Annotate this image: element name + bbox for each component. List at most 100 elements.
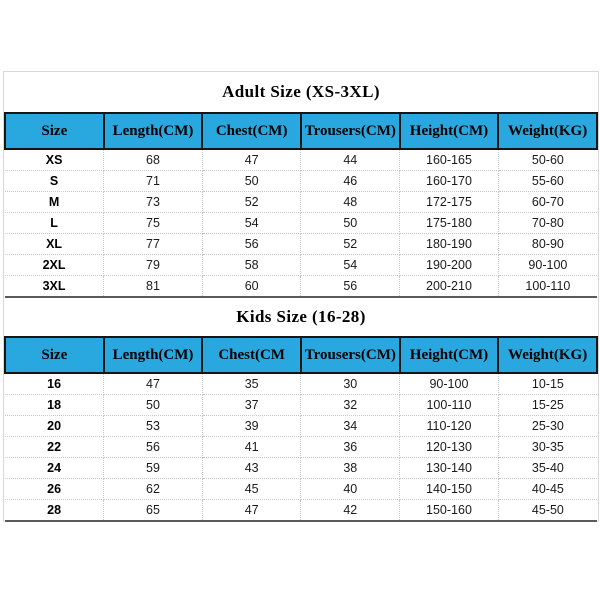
measurement-cell: 56 <box>300 275 401 298</box>
measurement-cell: 32 <box>300 394 401 416</box>
measurement-cell: 45-50 <box>498 499 597 522</box>
size-label-cell: 18 <box>5 394 105 416</box>
measurement-cell: 75 <box>103 212 203 234</box>
size-label-cell: XS <box>5 149 105 171</box>
measurement-cell: 15-25 <box>498 394 597 416</box>
measurement-cell: 79 <box>103 254 203 276</box>
measurement-cell: 60 <box>202 275 302 298</box>
column-header: Size <box>4 336 105 374</box>
size-row: 24 59 43 38 130-140 35-40 <box>5 457 597 479</box>
column-header: Trousers(CM) <box>299 336 401 374</box>
size-label-cell: 16 <box>5 373 105 395</box>
size-label-cell: 22 <box>5 436 105 458</box>
measurement-cell: 42 <box>300 499 401 522</box>
column-header: Weight(KG) <box>497 336 598 374</box>
size-label-cell: L <box>5 212 105 234</box>
measurement-cell: 160-170 <box>399 170 499 192</box>
measurement-cell: 110-120 <box>399 415 499 437</box>
measurement-cell: 41 <box>202 436 302 458</box>
size-row: M 73 52 48 172-175 60-70 <box>5 191 597 213</box>
measurement-cell: 40-45 <box>498 478 597 500</box>
measurement-cell: 50-60 <box>498 149 597 171</box>
measurement-cell: 37 <box>202 394 302 416</box>
measurement-cell: 130-140 <box>399 457 499 479</box>
size-label-cell: 20 <box>5 415 105 437</box>
measurement-cell: 180-190 <box>399 233 499 255</box>
measurement-cell: 35 <box>202 373 302 395</box>
measurement-cell: 30-35 <box>498 436 597 458</box>
adult-size-section: Adult Size (XS-3XL) Size Length(CM) Chest(… <box>4 72 598 298</box>
measurement-cell: 160-165 <box>399 149 499 171</box>
measurement-cell: 90-100 <box>498 254 597 276</box>
measurement-cell: 81 <box>103 275 203 298</box>
column-header: Size <box>4 112 105 150</box>
measurement-cell: 52 <box>300 233 401 255</box>
measurement-cell: 70-80 <box>498 212 597 234</box>
size-label-cell: XL <box>5 233 105 255</box>
measurement-cell: 56 <box>103 436 203 458</box>
measurement-cell: 46 <box>300 170 401 192</box>
measurement-cell: 36 <box>300 436 401 458</box>
size-row: 3XL 81 60 56 200-210 100-110 <box>5 275 597 298</box>
measurement-cell: 47 <box>202 149 302 171</box>
size-chart-sheet: Adult Size (XS-3XL) Size Length(CM) Chest(… <box>3 71 599 522</box>
measurement-cell: 80-90 <box>498 233 597 255</box>
measurement-cell: 68 <box>103 149 203 171</box>
measurement-cell: 53 <box>103 415 203 437</box>
measurement-cell: 100-110 <box>498 275 597 298</box>
size-label-cell: 28 <box>5 499 105 522</box>
measurement-cell: 52 <box>202 191 302 213</box>
adult-size-table: Size Length(CM) Chest(CM) Trousers(CM) Heigh… <box>4 112 598 298</box>
column-header: Height(CM) <box>398 336 500 374</box>
size-row: 18 50 37 32 100-110 15-25 <box>5 394 597 416</box>
size-label-cell: 3XL <box>5 275 105 298</box>
size-row: 16 47 35 30 90-100 10-15 <box>5 373 597 395</box>
measurement-cell: 190-200 <box>399 254 499 276</box>
size-label-cell: 24 <box>5 457 105 479</box>
size-row: L 75 54 50 175-180 70-80 <box>5 212 597 234</box>
measurement-cell: 59 <box>103 457 203 479</box>
size-row: S 71 50 46 160-170 55-60 <box>5 170 597 192</box>
measurement-cell: 35-40 <box>498 457 597 479</box>
measurement-cell: 71 <box>103 170 203 192</box>
column-header: Chest(CM) <box>201 112 302 150</box>
measurement-cell: 38 <box>300 457 401 479</box>
kids-section-title: Kids Size (16-28) <box>4 298 598 336</box>
size-label-cell: M <box>5 191 105 213</box>
measurement-cell: 25-30 <box>498 415 597 437</box>
column-header: Height(CM) <box>398 112 500 150</box>
measurement-cell: 73 <box>103 191 203 213</box>
size-row: 20 53 39 34 110-120 25-30 <box>5 415 597 437</box>
size-row: XS 68 47 44 160-165 50-60 <box>5 149 597 171</box>
measurement-cell: 90-100 <box>399 373 499 395</box>
measurement-cell: 56 <box>202 233 302 255</box>
size-row: 28 65 47 42 150-160 45-50 <box>5 499 597 522</box>
column-header: Chest(CM <box>201 336 302 374</box>
measurement-cell: 30 <box>300 373 401 395</box>
measurement-cell: 77 <box>103 233 203 255</box>
measurement-cell: 58 <box>202 254 302 276</box>
column-header: Weight(KG) <box>497 112 598 150</box>
size-label-cell: 2XL <box>5 254 105 276</box>
measurement-cell: 43 <box>202 457 302 479</box>
column-header: Length(CM) <box>102 112 204 150</box>
adult-section-title: Adult Size (XS-3XL) <box>4 72 598 112</box>
size-label-cell: S <box>5 170 105 192</box>
measurement-cell: 60-70 <box>498 191 597 213</box>
measurement-cell: 40 <box>300 478 401 500</box>
column-header: Trousers(CM) <box>299 112 401 150</box>
size-label-cell: 26 <box>5 478 105 500</box>
measurement-cell: 50 <box>202 170 302 192</box>
measurement-cell: 34 <box>300 415 401 437</box>
measurement-cell: 54 <box>300 254 401 276</box>
measurement-cell: 62 <box>103 478 203 500</box>
size-row: XL 77 56 52 180-190 80-90 <box>5 233 597 255</box>
size-row: 22 56 41 36 120-130 30-35 <box>5 436 597 458</box>
measurement-cell: 65 <box>103 499 203 522</box>
header-row: Size Length(CM) Chest(CM) Trousers(CM) Heigh… <box>4 112 598 150</box>
measurement-cell: 50 <box>300 212 401 234</box>
measurement-cell: 54 <box>202 212 302 234</box>
measurement-cell: 200-210 <box>399 275 499 298</box>
measurement-cell: 150-160 <box>399 499 499 522</box>
